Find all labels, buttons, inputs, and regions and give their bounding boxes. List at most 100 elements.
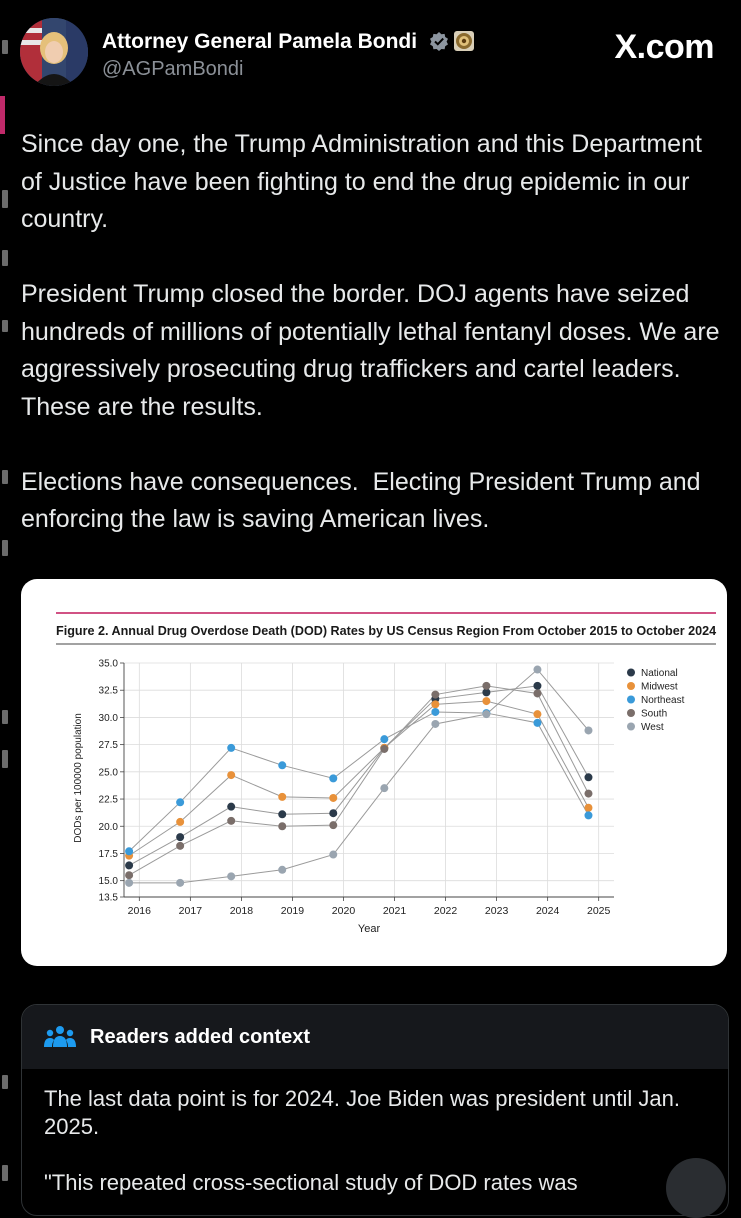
data-point-midwest [482,697,491,706]
site-watermark: X.com [614,28,714,66]
x-tick-label: 2020 [332,905,356,917]
badges [429,30,475,52]
legend-swatch-northeast [627,695,635,704]
community-people-icon [44,1026,76,1047]
data-point-national [584,773,593,782]
context-header: Readers added context [22,1005,728,1069]
context-body: The last data point is for 2024. Joe Bid… [22,1069,728,1215]
data-point-national [329,809,338,818]
data-point-south [431,690,440,699]
legend-label-midwest: Midwest [641,682,678,693]
series-line-south [128,685,589,876]
data-point-northeast [329,774,338,783]
data-point-south [278,822,287,831]
x-tick-label: 2025 [587,905,611,917]
tweet-paragraph-2: President Trump closed the border. DOJ a… [21,280,727,421]
data-point-northeast [584,811,593,820]
legend-swatch-midwest [627,682,635,690]
data-point-west [533,665,542,674]
data-point-midwest [584,803,593,812]
data-point-west [584,726,593,735]
x-tick-label: 2018 [230,905,254,917]
data-point-northeast [533,718,542,727]
data-point-national [176,833,185,842]
data-point-northeast [380,735,389,744]
data-point-west [329,850,338,859]
data-point-south [227,816,236,825]
data-point-west [431,719,440,728]
data-point-northeast [227,743,236,752]
x-tick-label: 2023 [485,905,509,917]
x-tick-label: 2017 [179,905,203,917]
tweet-paragraph-1: Since day one, the Trump Administration … [21,130,709,233]
left-edge-fragment [2,250,8,266]
left-edge-accent [0,96,5,134]
legend-swatch-west [627,722,635,731]
y-tick-label: 22.5 [99,795,119,806]
y-tick-label: 32.5 [99,686,119,697]
data-point-northeast [176,798,185,807]
data-point-west [482,710,491,719]
left-edge-fragment [2,470,8,484]
line-chart: Figure 2. Annual Drug Overdose Death (DO… [56,612,716,935]
series-line-national [128,685,589,866]
y-tick-label: 13.5 [99,893,119,904]
data-point-south [125,871,134,880]
avatar[interactable] [20,18,88,86]
data-point-south [584,789,593,798]
data-point-national [227,802,236,811]
left-edge-fragment [2,320,8,332]
data-point-northeast [125,847,134,856]
gridlines [124,662,614,898]
y-tick-label: 15.0 [99,876,119,887]
x-axis-label: Year [358,923,381,935]
axes: 13.5 15.0 17.5 20.0 22.5 25.0 27.5 30.0 32.5 35.0… [99,659,614,917]
verified-badge-icon[interactable] [429,31,449,51]
context-line-2: "This repeated cross-sectional study of … [44,1170,578,1195]
x-tick-label: 2021 [383,905,407,917]
readers-context-card: Readers added context The last data poin… [21,1004,729,1216]
y-tick-label: 17.5 [99,849,119,860]
x-tick-label: 2019 [281,905,305,917]
legend-swatch-national [627,668,635,677]
data-point-midwest [329,793,338,802]
data-point-south [533,689,542,698]
tweet-paragraph-3: Elections have consequences. Electing Pr… [21,467,708,534]
data-point-midwest [431,700,440,709]
data-point-west [227,872,236,881]
legend: National Midwest Northeast South West [627,668,685,733]
context-line-1: The last data point is for 2024. Joe Bid… [44,1086,680,1139]
left-edge-fragment [2,40,8,54]
floating-action-button[interactable] [666,1158,726,1218]
x-tick-label: 2024 [536,905,560,917]
y-tick-label: 25.0 [99,767,119,778]
legend-label-northeast: Northeast [641,695,685,706]
avatar-image [20,18,88,86]
tweet-text: Since day one, the Trump Administration … [21,126,721,539]
data-point-west [176,878,185,887]
data-point-northeast [278,761,287,770]
data-point-national [278,810,287,819]
left-edge-fragment [2,190,8,208]
data-point-midwest [176,817,185,826]
author-name-row: Attorney General Pamela Bondi [102,30,475,54]
x-tick-label: 2022 [434,905,458,917]
legend-swatch-south [627,709,635,717]
y-axis-label: DODs per 100000 population [73,713,84,843]
series-line-midwest [128,700,589,857]
data-point-west [278,865,287,874]
chart-image[interactable]: Figure 2. Annual Drug Overdose Death (DO… [21,579,727,966]
author-handle[interactable]: @AGPamBondi [102,58,244,80]
series-line-west [129,668,589,884]
data-point-south [380,744,389,753]
y-tick-label: 20.0 [99,822,119,833]
data-point-northeast [431,707,440,716]
left-edge-fragment [2,750,8,768]
doj-seal-icon[interactable] [453,30,475,52]
left-edge-fragment [2,1165,8,1181]
data-point-south [176,841,185,850]
y-tick-label: 30.0 [99,713,119,724]
data-point-national [125,861,134,870]
y-tick-label: 35.0 [99,659,119,670]
author-name[interactable]: Attorney General Pamela Bondi [102,30,418,53]
